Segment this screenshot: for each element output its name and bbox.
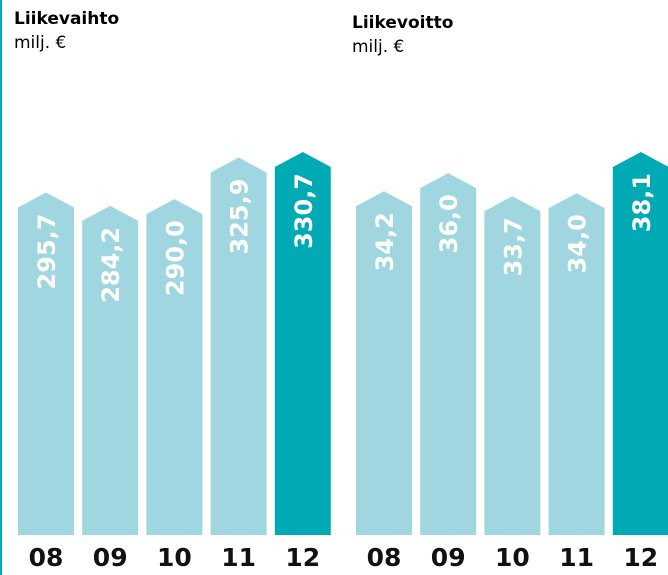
value-label: 33,7 xyxy=(499,217,527,276)
chart-subtitle: milj. € xyxy=(352,37,404,57)
bar xyxy=(484,196,541,536)
x-tick-label: 10 xyxy=(157,543,192,572)
value-label: 330,7 xyxy=(290,173,318,249)
x-tick-label: 11 xyxy=(559,543,594,572)
bar xyxy=(356,191,412,536)
value-label: 295,7 xyxy=(33,214,61,290)
bar xyxy=(420,173,477,535)
bar xyxy=(146,199,203,536)
value-label: 36,0 xyxy=(435,194,463,253)
value-label: 38,1 xyxy=(628,173,656,232)
bar xyxy=(612,152,668,535)
x-tick-label: 09 xyxy=(431,543,466,572)
bar xyxy=(210,157,267,535)
value-label: 290,0 xyxy=(161,220,189,296)
value-label: 284,2 xyxy=(97,227,125,303)
value-label: 325,9 xyxy=(226,179,254,255)
value-label: 34,0 xyxy=(564,214,592,273)
x-tick-label: 08 xyxy=(29,543,64,572)
x-tick-label: 08 xyxy=(367,543,402,572)
bar xyxy=(548,193,605,536)
bar xyxy=(82,205,139,535)
bar xyxy=(18,192,74,536)
value-label: 34,2 xyxy=(371,212,399,271)
x-tick-label: 10 xyxy=(495,543,530,572)
x-tick-label: 09 xyxy=(93,543,128,572)
chart-title: Liikevoitto xyxy=(352,13,453,33)
bar xyxy=(274,152,331,535)
x-tick-label: 12 xyxy=(623,543,658,572)
x-tick-label: 11 xyxy=(221,543,256,572)
chart-subtitle: milj. € xyxy=(14,33,66,53)
x-tick-label: 12 xyxy=(285,543,320,572)
chart-title: Liikevaihto xyxy=(14,9,119,29)
